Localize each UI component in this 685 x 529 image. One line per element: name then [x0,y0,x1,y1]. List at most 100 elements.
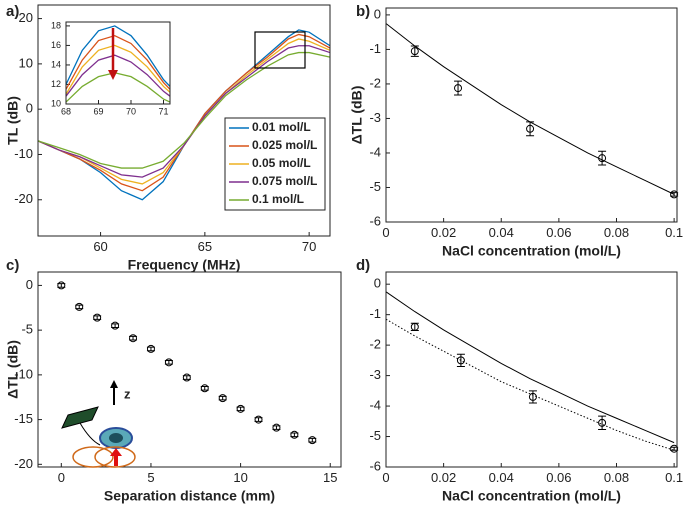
y-tick-label: 18 [51,20,61,30]
axes-box [385,271,678,468]
y-tick-label: -20 [14,456,33,471]
x-tick-label: 70 [302,239,316,254]
data-point [598,154,607,163]
x-axis-label: NaCl concentration (mol/L) [442,243,621,259]
y-tick-label: -3 [369,110,381,125]
y-tick-label: -1 [369,41,381,56]
series-line [65,44,171,95]
y-tick-label: -5 [369,428,381,443]
panel-label: a) [6,3,19,20]
series-line [65,25,171,87]
y-tick-label: -15 [14,411,33,426]
coil [72,446,114,468]
x-tick-label: 71 [158,106,168,116]
fit-line [385,318,675,451]
y-tick-label: -1 [369,306,381,321]
y-axis-label: TL (dB) [5,96,21,145]
y-tick-label: 16 [51,40,61,50]
series-line [65,72,171,103]
series-line [65,54,171,97]
y-axis-label: ΔTL (dB) [349,86,365,145]
x-tick-label: 0.08 [604,225,629,240]
data-point [111,321,120,330]
y-tick-label: -4 [369,144,381,159]
y-tick-label: 10 [19,55,33,70]
legend-label: 0.01 mol/L [252,120,311,134]
data-point [598,418,607,427]
schematic: z [61,380,136,468]
panel-label: b) [356,3,370,20]
panel: 60 65 70 -20 -10 0 10 20 Frequency (MHz) TL (dB) a… [5,3,331,273]
x-tick-label: 0.06 [546,470,571,485]
legend-label: 0.05 mol/L [252,156,311,170]
error-bar [598,415,607,431]
data-point [526,124,535,133]
data-point [93,313,102,322]
panel: 0 5 10 15 -20 -15 -10 -5 0 Separation distance (m… [5,257,342,504]
y-tick-label: 10 [51,98,61,108]
data-point [236,404,245,413]
y-tick-label: -2 [369,75,381,90]
wire [79,422,101,446]
data-point [164,358,173,367]
panel-label: d) [356,257,370,274]
error-bar [526,121,535,137]
data-point [410,322,419,331]
y-tick-label: 20 [19,10,33,25]
x-axis-label: Separation distance (mm) [104,488,275,504]
error-bar [528,390,537,404]
x-tick-label: 0.1 [665,470,683,485]
axes-box [65,21,171,105]
error-bar [454,80,463,96]
fit-line [385,291,675,444]
data-point [254,415,263,424]
data-point [272,423,281,432]
inset-arrowhead [108,70,118,80]
y-tick-label: -2 [369,337,381,352]
x-tick-label: 0.08 [604,470,629,485]
series-line [37,33,331,192]
x-tick-label: 70 [126,106,136,116]
x-tick-label: 0.04 [489,225,514,240]
z-arrowhead [110,380,118,388]
data-point [200,384,209,393]
data-point [670,444,679,453]
y-tick-label: 12 [51,79,61,89]
y-tick-label: -3 [369,367,381,382]
axes-box [37,4,331,237]
panel: 0 0.02 0.04 0.06 0.08 0.1 -6 -5 -4 -3 -2 -1 0 NaCl co… [356,257,683,504]
coil [94,446,136,468]
y-tick-label: 0 [26,101,33,116]
error-bar [456,353,465,367]
data-point [308,436,317,445]
x-tick-label: 0.04 [489,470,514,485]
y-tick-label: -10 [14,146,33,161]
y-tick-label: 14 [51,59,61,69]
data-point [410,47,419,56]
data-point [146,344,155,353]
y-tick-label: -6 [369,213,381,228]
sample-core [109,433,123,443]
y-tick-label: -10 [14,366,33,381]
data-point [218,394,227,403]
x-tick-label: 0.1 [665,225,683,240]
axes-box [385,7,678,223]
zoom-box [254,31,306,69]
x-tick-label: 0 [58,470,65,485]
x-tick-label: 0.06 [546,225,571,240]
x-tick-label: 0 [382,225,389,240]
z-label: z [124,386,131,401]
y-axis-label: ΔTL (dB) [5,340,21,399]
plot-area [386,272,677,467]
data-point [57,281,66,290]
legend-label: 0.075 mol/L [252,174,317,188]
red-arrow [110,448,122,466]
series-line [65,34,171,90]
y-tick-label: -5 [21,322,33,337]
y-tick-label: 0 [374,6,381,21]
legend-label: 0.1 mol/L [252,192,304,206]
x-axis-label: NaCl concentration (mol/L) [442,488,621,504]
x-tick-label: 0.02 [431,225,456,240]
y-tick-label: -20 [14,191,33,206]
